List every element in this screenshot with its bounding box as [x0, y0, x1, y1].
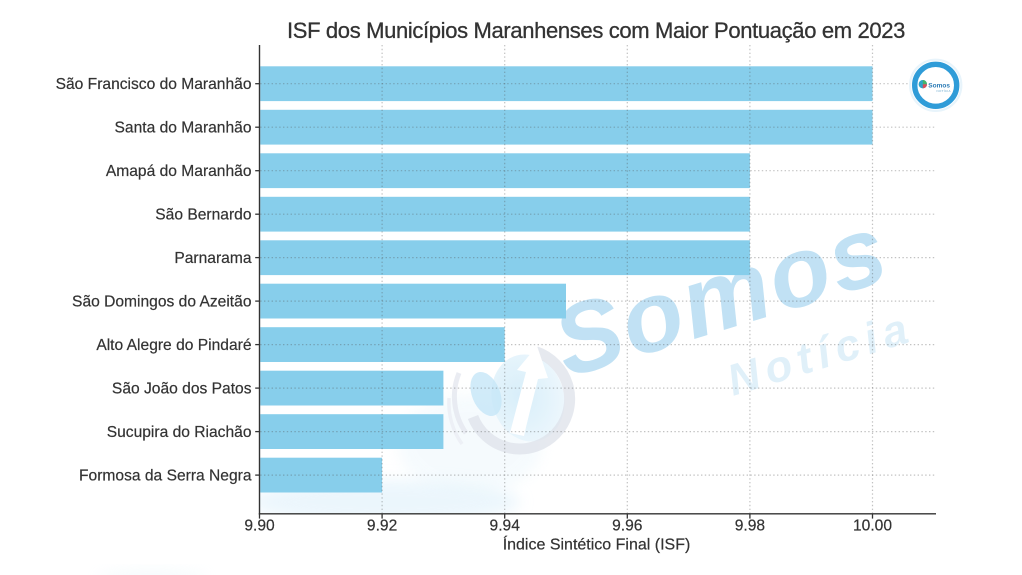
- svg-text:Alto Alegre do Pindaré: Alto Alegre do Pindaré: [96, 337, 251, 354]
- svg-text:Santa do Maranhão: Santa do Maranhão: [115, 120, 252, 137]
- svg-text:9.92: 9.92: [367, 517, 397, 534]
- svg-text:ISF dos Municípios Maranhenses: ISF dos Municípios Maranhenses com Maior…: [287, 18, 905, 43]
- svg-text:9.90: 9.90: [244, 517, 275, 534]
- svg-text:NOTÍCIA: NOTÍCIA: [937, 89, 951, 93]
- svg-text:Somos: Somos: [928, 83, 950, 90]
- svg-text:Formosa da Serra Negra: Formosa da Serra Negra: [79, 468, 252, 485]
- svg-text:9.98: 9.98: [735, 517, 765, 534]
- svg-text:Índice Sintético Final (ISF): Índice Sintético Final (ISF): [503, 535, 691, 554]
- svg-text:São Domingos do Azeitão: São Domingos do Azeitão: [72, 294, 252, 311]
- svg-text:Amapá do Maranhão: Amapá do Maranhão: [106, 163, 252, 180]
- svg-text:São João dos Patos: São João dos Patos: [112, 381, 252, 398]
- svg-text:9.94: 9.94: [490, 517, 521, 534]
- svg-text:Parnarama: Parnarama: [174, 250, 251, 267]
- svg-text:São Francisco do Maranhão: São Francisco do Maranhão: [56, 76, 252, 93]
- svg-text:São Bernardo: São Bernardo: [155, 207, 252, 224]
- svg-text:9.96: 9.96: [612, 517, 642, 534]
- svg-text:10.00: 10.00: [853, 517, 892, 534]
- svg-text:Sucupira do Riachão: Sucupira do Riachão: [107, 424, 252, 441]
